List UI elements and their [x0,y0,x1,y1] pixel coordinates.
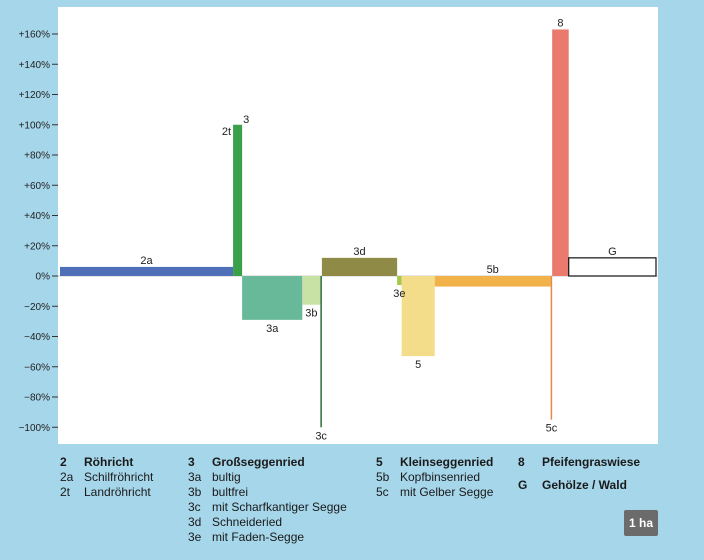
legend-code: 5b [376,470,390,484]
bar-label-8: 8 [557,17,563,29]
legend: 2 Röhricht 2a Schilfröhricht 2t Landröhricht … [0,452,704,552]
bar-3d [321,257,398,276]
bar-8 [552,29,569,277]
bar-label-3e: 3e [393,288,405,300]
y-tick-label: −80% [24,393,50,404]
y-tick-label: −40% [24,332,50,343]
bar-label-2a: 2a [140,255,153,267]
legend-item-3a: 3a bultig [188,470,241,485]
legend-item-5c: 5c mit Gelber Segge [376,485,493,500]
legend-item-8: 8 Pfeifengraswiese [518,455,640,470]
legend-item-g: G Gehölze / Wald [518,478,627,493]
legend-text: Kleinseggenried [400,455,494,469]
legend-item-3e: 3e mit Faden-Segge [188,530,304,545]
legend-text: Röhricht [84,455,134,469]
y-tick-label: 0% [36,272,51,283]
legend-text: mit Gelber Segge [400,485,494,499]
legend-text: Schneideried [212,515,283,529]
legend-item-5b: 5b Kopfbinsenried [376,470,480,485]
legend-text: Schilfröhricht [84,470,154,484]
bar-2t [233,124,243,276]
legend-text: Pfeifengraswiese [542,455,641,469]
y-tick-label: +160% [19,30,51,41]
legend-text: mit Faden-Segge [212,530,305,544]
scale-badge: 1 ha [624,510,658,536]
bar-5c [550,276,553,420]
bar-3e [397,276,402,286]
bar-3c [320,276,322,428]
bar-labels: 2a 2t 3a 3b 3c 3d 3e 5 5b 5c 8 G 3 [140,17,616,442]
y-axis: +160% +140% +120% +100% +80% +60% +40% +20% 0% −2… [19,30,58,434]
legend-code: 3d [188,515,202,529]
legend-code: 3c [188,500,201,514]
legend-text: mit Scharfkantiger Segge [212,500,347,514]
legend-code: 2a [60,470,74,484]
bar-label-3d: 3d [353,246,365,258]
bar-3b [302,276,321,305]
legend-code: 3e [188,530,202,544]
y-tick-label: +40% [24,211,50,222]
bar-label-g: G [608,246,617,258]
legend-text: bultfrei [212,485,249,499]
legend-code: 5c [376,485,389,499]
chart: +160% +140% +120% +100% +80% +60% +40% +20% 0% −2… [19,7,658,444]
legend-code: 3a [188,470,202,484]
legend-code: 8 [518,455,525,469]
legend-code: 2t [60,485,71,499]
legend-item-2: 2 Röhricht [60,455,133,470]
legend-code: G [518,478,528,492]
y-tick-label: +80% [24,151,50,162]
legend-item-2a: 2a Schilfröhricht [60,470,153,485]
legend-item-3c: 3c mit Scharfkantiger Segge [188,500,347,515]
bar-label-3b: 3b [305,308,317,320]
bar-5 [401,276,435,357]
legend-text: Gehölze / Wald [542,478,627,492]
y-tick-label: −60% [24,362,50,373]
bar-label-3a: 3a [266,323,279,335]
y-tick-label: +120% [19,90,51,101]
y-tick-label: −100% [19,423,51,434]
bar-2a [60,266,234,276]
legend-code: 3 [188,455,195,469]
bar-3a [242,276,303,320]
legend-item-3b: 3b bultfrei [188,485,248,500]
y-tick-label: +20% [24,241,50,252]
y-tick-label: +140% [19,60,51,71]
bar-label-2t: 2t [222,126,231,138]
legend-item-5: 5 Kleinseggenried [376,455,493,470]
legend-item-2t: 2t Landröhricht [60,485,151,500]
legend-code: 3b [188,485,202,499]
legend-text: Landröhricht [84,485,151,499]
legend-item-3d: 3d Schneideried [188,515,282,530]
bar-5b [434,276,551,287]
legend-text: bultig [212,470,241,484]
y-tick-label: −20% [24,302,50,313]
legend-text: Großseggenried [212,455,305,469]
group-label-3: 3 [243,114,249,126]
legend-item-3: 3 Großseggenried [188,455,305,470]
y-tick-label: +60% [24,181,50,192]
bar-label-3c: 3c [315,430,327,442]
legend-code: 2 [60,455,67,469]
bar-label-5b: 5b [487,264,499,276]
bars [58,29,658,428]
bar-label-5c: 5c [546,423,558,435]
y-tick-label: +100% [19,120,51,131]
bar-label-5: 5 [415,359,421,371]
legend-text: Kopfbinsenried [400,470,481,484]
bar-g [568,257,657,277]
legend-code: 5 [376,455,383,469]
